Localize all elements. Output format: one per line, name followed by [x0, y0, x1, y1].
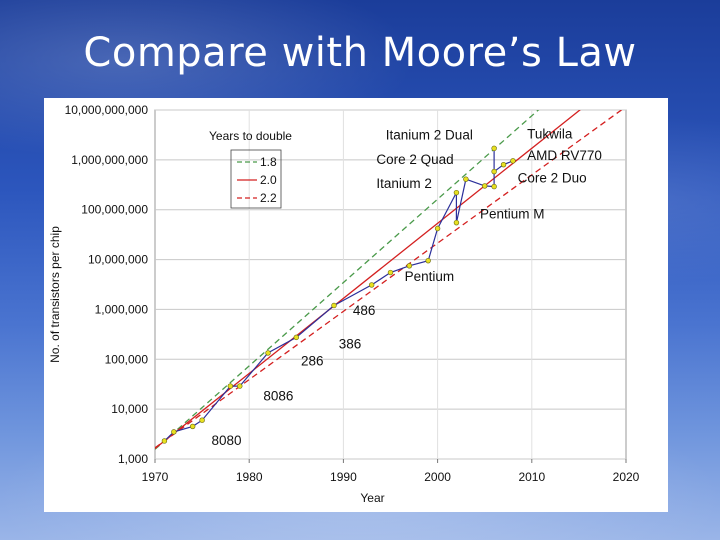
data-point: [434, 225, 441, 232]
y-tick-label: 1,000,000: [95, 302, 149, 316]
data-point: [425, 257, 431, 264]
y-tick-label: 1,000,000,000: [71, 153, 148, 167]
data-point: [510, 158, 516, 164]
data-point: [453, 189, 460, 196]
x-axis-label: Year: [360, 491, 384, 505]
point-annotation: Tukwila: [527, 127, 573, 142]
y-tick-label: 10,000,000,000: [65, 103, 149, 117]
data-point: [387, 269, 394, 276]
point-annotation: Itanium 2 Dual: [386, 127, 473, 142]
plot-area: [154, 109, 627, 460]
legend-title: Years to double: [209, 129, 292, 143]
x-tick-label: 1970: [142, 470, 169, 484]
x-tick-label: 1990: [330, 470, 357, 484]
data-point: [491, 145, 497, 152]
reference-line: [155, 110, 540, 450]
data-point: [482, 183, 488, 189]
point-annotation: 286: [301, 354, 324, 369]
slide-title: Compare with Moore’s Law: [83, 30, 637, 76]
y-tick-label: 100,000,000: [81, 203, 148, 217]
data-point: [491, 183, 497, 190]
y-axis-label: No. of transistors per chip: [48, 226, 62, 363]
point-annotation: Core 2 Quad: [376, 152, 453, 167]
point-annotation: 8080: [212, 433, 242, 448]
x-tick-label: 2000: [424, 470, 451, 484]
point-annotation: Pentium: [405, 269, 455, 284]
data-point: [265, 350, 271, 356]
point-annotation: Pentium M: [480, 207, 545, 222]
data-point: [463, 176, 469, 182]
data-point: [199, 417, 205, 423]
y-tick-label: 10,000,000: [88, 253, 148, 267]
x-tick-label: 1980: [236, 470, 263, 484]
data-point: [227, 383, 234, 389]
x-tick-label: 2020: [613, 470, 640, 484]
data-point: [406, 263, 413, 269]
legend-label: 1.8: [260, 155, 277, 169]
data-point: [453, 219, 460, 226]
legend-label: 2.2: [260, 191, 277, 205]
data-point: [331, 302, 337, 309]
data-point: [171, 429, 177, 435]
data-point: [293, 334, 300, 341]
y-tick-label: 1,000: [118, 452, 148, 466]
y-tick-label: 100,000: [105, 352, 149, 366]
moores-law-chart: 1,000 10,000 100,000 1,000,000 10,000,000 100…: [48, 103, 640, 505]
point-annotation: 8086: [263, 388, 293, 403]
data-point: [161, 438, 168, 444]
legend-label: 2.0: [260, 173, 277, 187]
data-point: [189, 423, 196, 430]
chart-panel: 1,000 10,000 100,000 1,000,000 10,000,000 100…: [44, 98, 668, 512]
y-tick-label: 10,000: [111, 402, 148, 416]
data-point: [491, 168, 497, 175]
data-point: [500, 161, 507, 168]
data-point: [237, 383, 243, 389]
legend-box: [230, 149, 282, 209]
point-annotation: Itanium 2: [376, 176, 432, 191]
point-annotation: 486: [353, 303, 376, 318]
point-annotation: Core 2 Duo: [518, 171, 587, 186]
reference-line: [155, 110, 623, 449]
point-annotation: AMD RV770: [527, 148, 602, 163]
point-annotation: 386: [339, 336, 362, 351]
data-point: [368, 282, 375, 288]
x-tick-label: 2010: [518, 470, 545, 484]
